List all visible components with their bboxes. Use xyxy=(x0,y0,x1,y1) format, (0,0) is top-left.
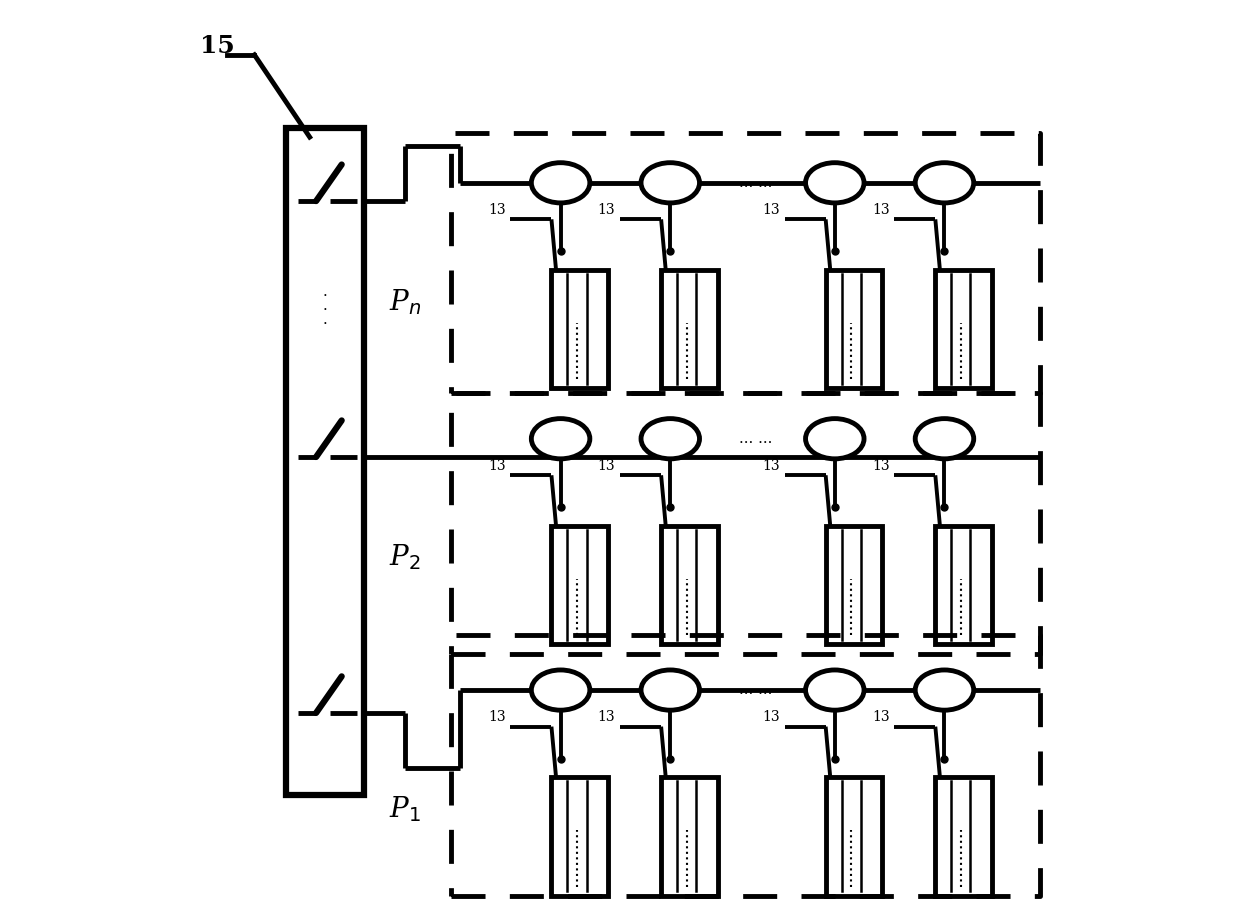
Bar xyxy=(826,777,883,896)
Bar xyxy=(661,526,718,644)
Text: 13: 13 xyxy=(489,710,506,725)
Bar xyxy=(826,526,883,644)
Ellipse shape xyxy=(806,419,864,459)
Bar xyxy=(826,270,883,388)
Bar xyxy=(661,270,718,388)
Bar xyxy=(552,270,608,388)
Text: P$_n$: P$_n$ xyxy=(389,287,422,316)
Text: ... ...: ... ... xyxy=(739,175,773,190)
Ellipse shape xyxy=(806,163,864,203)
Text: 13: 13 xyxy=(598,710,615,725)
Text: P$_1$: P$_1$ xyxy=(389,794,422,824)
Text: 13: 13 xyxy=(489,459,506,473)
Ellipse shape xyxy=(641,419,699,459)
Ellipse shape xyxy=(532,419,590,459)
Text: P$_2$: P$_2$ xyxy=(389,543,422,572)
Bar xyxy=(661,777,718,896)
Text: 15: 15 xyxy=(200,34,234,58)
Text: 13: 13 xyxy=(872,459,889,473)
Bar xyxy=(286,128,365,795)
Text: 13: 13 xyxy=(872,710,889,725)
Text: 13: 13 xyxy=(489,203,506,218)
Bar xyxy=(552,526,608,644)
Bar xyxy=(935,270,992,388)
Text: ... ...: ... ... xyxy=(739,683,773,697)
Ellipse shape xyxy=(532,670,590,710)
Bar xyxy=(935,777,992,896)
Text: 13: 13 xyxy=(763,203,780,218)
Text: 13: 13 xyxy=(763,710,780,725)
Bar xyxy=(935,526,992,644)
Ellipse shape xyxy=(806,670,864,710)
Ellipse shape xyxy=(641,670,699,710)
Text: 13: 13 xyxy=(598,459,615,473)
Text: 13: 13 xyxy=(872,203,889,218)
Ellipse shape xyxy=(915,670,973,710)
Ellipse shape xyxy=(532,163,590,203)
Text: 13: 13 xyxy=(763,459,780,473)
Bar xyxy=(552,777,608,896)
Ellipse shape xyxy=(915,163,973,203)
Ellipse shape xyxy=(915,419,973,459)
Text: 13: 13 xyxy=(598,203,615,218)
Text: ... ...: ... ... xyxy=(739,431,773,446)
Text: .
.
.: . . . xyxy=(322,285,327,327)
Ellipse shape xyxy=(641,163,699,203)
